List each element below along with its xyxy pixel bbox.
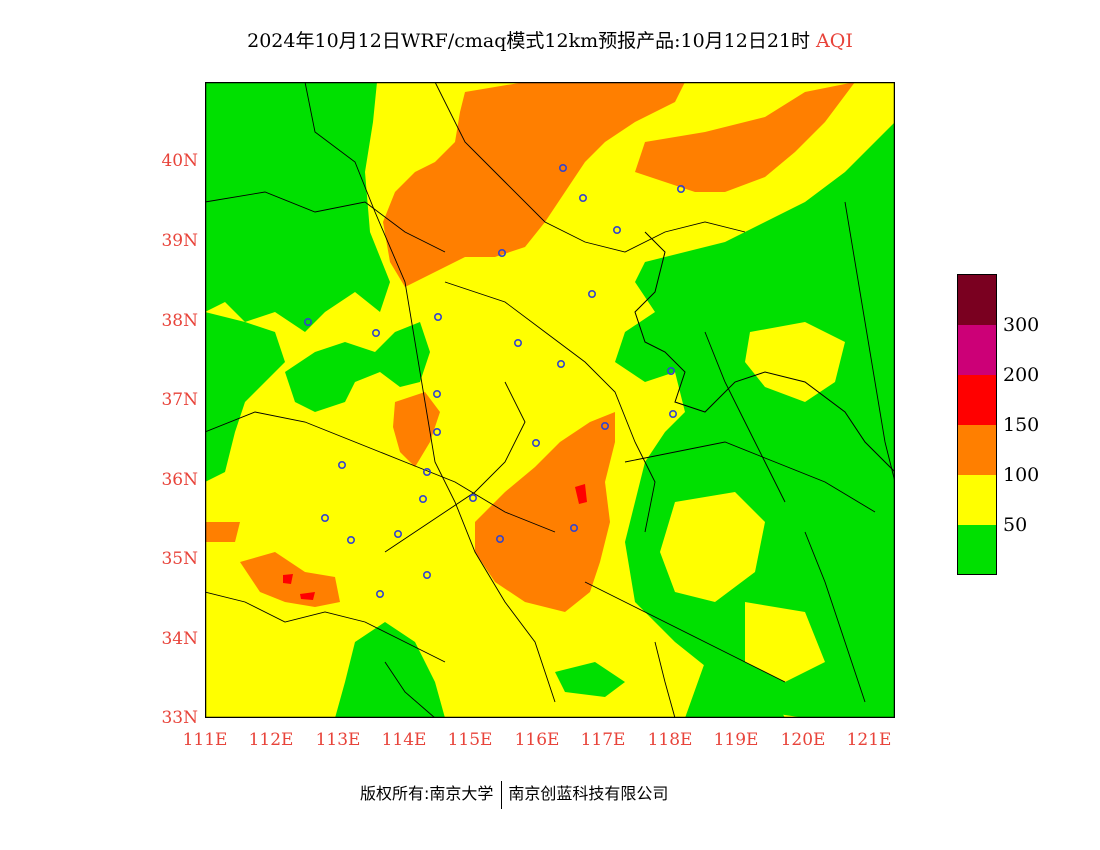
lon-label-113e: 113E xyxy=(315,730,361,750)
copyright-footer: 版权所有:南京大学 南京创蓝科技有限公司 xyxy=(360,780,668,809)
station-marker xyxy=(556,359,565,368)
station-marker xyxy=(423,570,432,579)
lat-label-37n: 37N xyxy=(161,390,198,410)
aqi-forecast-map xyxy=(205,82,895,718)
legend-band-150-200 xyxy=(958,375,996,425)
map-border xyxy=(205,82,895,718)
station-marker xyxy=(304,318,313,327)
station-marker xyxy=(600,421,609,430)
station-marker xyxy=(468,493,477,502)
station-marker xyxy=(321,513,330,522)
station-marker xyxy=(497,249,506,258)
station-marker xyxy=(666,366,675,375)
station-marker xyxy=(433,389,442,398)
legend-label-100: 100 xyxy=(1003,464,1040,486)
lon-label-119e: 119E xyxy=(713,730,759,750)
lon-label-115e: 115E xyxy=(447,730,493,750)
lat-label-38n: 38N xyxy=(161,311,198,331)
station-marker xyxy=(376,589,385,598)
lon-label-118e: 118E xyxy=(647,730,693,750)
legend-band-50-100 xyxy=(958,475,996,525)
lat-label-36n: 36N xyxy=(161,470,198,490)
legend-label-300: 300 xyxy=(1003,314,1040,336)
station-marker xyxy=(433,427,442,436)
station-marker xyxy=(558,164,567,173)
station-marker xyxy=(434,313,443,322)
moderate-aqi-lobes xyxy=(660,322,845,682)
station-marker xyxy=(347,535,356,544)
legend-band-300plus xyxy=(958,275,996,325)
station-markers xyxy=(304,164,685,598)
lon-label-111e: 111E xyxy=(182,730,228,750)
lat-label-40n: 40N xyxy=(161,151,198,171)
station-marker xyxy=(569,523,578,532)
legend-band-100-150 xyxy=(958,425,996,475)
legend-band-0-50 xyxy=(958,525,996,574)
station-marker xyxy=(495,534,504,543)
title-main: 2024年10月12日WRF/cmaq模式12km预报产品:10月12日21时 xyxy=(247,30,811,52)
lat-label-35n: 35N xyxy=(161,549,198,569)
lon-label-112e: 112E xyxy=(248,730,294,750)
lat-label-34n: 34N xyxy=(161,629,198,649)
station-marker xyxy=(394,529,403,538)
station-marker xyxy=(587,290,596,299)
lon-label-117e: 117E xyxy=(580,730,626,750)
coastline xyxy=(634,231,895,473)
title-pollutant: AQI xyxy=(816,30,853,52)
unhealthy-aqi-spots xyxy=(283,484,587,600)
lon-label-116e: 116E xyxy=(514,730,560,750)
station-marker xyxy=(419,494,428,503)
legend-label-50: 50 xyxy=(1003,514,1028,536)
lon-label-114e: 114E xyxy=(381,730,427,750)
station-marker xyxy=(612,226,621,235)
map-title: 2024年10月12日WRF/cmaq模式12km预报产品:10月12日21时 A… xyxy=(0,26,1100,53)
station-marker xyxy=(372,329,381,338)
lat-label-39n: 39N xyxy=(161,231,198,251)
lon-label-121e: 121E xyxy=(846,730,892,750)
legend-label-150: 150 xyxy=(1003,414,1040,436)
station-marker xyxy=(676,185,685,194)
station-marker xyxy=(423,467,432,476)
lat-label-33n: 33N xyxy=(161,708,198,728)
aqi-legend-colorbar xyxy=(957,274,997,575)
good-aqi-regions xyxy=(205,82,895,718)
station-marker xyxy=(668,409,677,418)
station-marker xyxy=(531,438,540,447)
station-marker xyxy=(338,460,347,469)
legend-band-200-300 xyxy=(958,325,996,375)
lon-label-120e: 120E xyxy=(780,730,826,750)
footer-divider xyxy=(501,780,503,809)
administrative-boundaries xyxy=(205,82,895,718)
station-marker xyxy=(578,194,587,203)
copyright-text: 版权所有:南京大学 xyxy=(360,784,494,803)
station-marker xyxy=(513,338,522,347)
legend-label-200: 200 xyxy=(1003,364,1040,386)
company-text: 南京创蓝科技有限公司 xyxy=(508,784,669,803)
